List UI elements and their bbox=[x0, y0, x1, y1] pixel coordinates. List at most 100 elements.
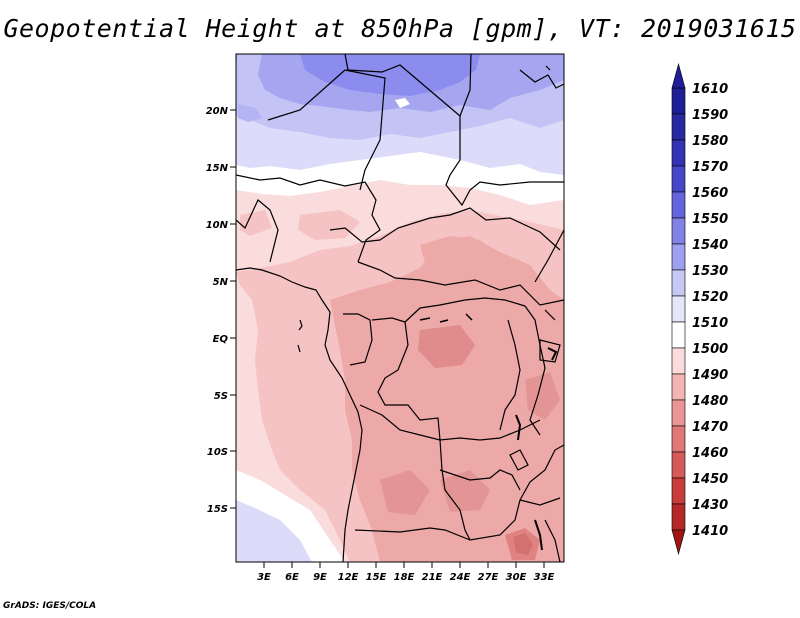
country-borders bbox=[236, 54, 564, 562]
coastline bbox=[545, 65, 551, 71]
border-line bbox=[445, 116, 564, 207]
colorbar-label: 1430 bbox=[692, 498, 728, 513]
border-line bbox=[344, 69, 386, 191]
lon-label: 6E bbox=[285, 572, 299, 583]
lon-label: 21E bbox=[422, 572, 443, 583]
colorbar-label: 1490 bbox=[692, 368, 728, 383]
field-1490-west bbox=[240, 210, 272, 236]
field-1470-spot-e bbox=[440, 470, 490, 512]
border-line bbox=[371, 317, 541, 441]
colorbar-label: 1510 bbox=[692, 316, 728, 331]
border-line bbox=[344, 54, 461, 117]
field-south-blue bbox=[236, 500, 312, 562]
border-line bbox=[357, 261, 564, 306]
lake bbox=[419, 313, 473, 323]
field-1470-spot-d bbox=[380, 470, 430, 515]
lat-label: 10N bbox=[206, 220, 229, 231]
colorbar-label: 1480 bbox=[692, 394, 728, 409]
coastline bbox=[236, 267, 363, 562]
border-line bbox=[236, 174, 381, 263]
lon-label: 3E bbox=[257, 572, 271, 583]
colorbar-segment bbox=[671, 269, 686, 297]
colorbar-label: 1460 bbox=[692, 446, 728, 461]
field-1470-spot-a bbox=[418, 325, 475, 368]
latitude-axis: 20N 15N 10N 5N EQ 5S 10S 15S bbox=[206, 106, 236, 515]
colorbar-label: 1470 bbox=[692, 420, 728, 435]
lon-label: 12E bbox=[338, 572, 359, 583]
colorbar-segment bbox=[671, 165, 686, 193]
colorbar-segment bbox=[671, 477, 686, 505]
colorbar-segment bbox=[671, 217, 686, 245]
colorbar-segment bbox=[671, 373, 686, 401]
colorbar-segment bbox=[671, 399, 686, 427]
border-line bbox=[329, 207, 561, 251]
border-line bbox=[539, 339, 561, 363]
lat-label: 15S bbox=[207, 504, 228, 515]
colorbar-label: 1450 bbox=[692, 472, 728, 487]
colorbar-segment bbox=[671, 503, 686, 531]
colorbar-label: 1610 bbox=[692, 82, 728, 97]
colorbar-segment bbox=[671, 243, 686, 271]
lat-label: 5S bbox=[214, 391, 228, 402]
map-title: Geopotential Height at 850hPa [gpm], VT:… bbox=[3, 14, 797, 43]
colorbar-label: 1580 bbox=[692, 134, 728, 149]
colorbar-segment bbox=[671, 191, 686, 219]
longitude-axis: 3E 6E 9E 12E 15E 18E 21E 24E 27E 30E 33E bbox=[257, 562, 555, 583]
colorbar-label: 1550 bbox=[692, 212, 728, 227]
lat-label: 5N bbox=[213, 277, 229, 288]
lon-label: 18E bbox=[394, 572, 415, 583]
field-1550-band bbox=[300, 54, 480, 96]
lon-label: 33E bbox=[534, 572, 555, 583]
colorbar-label: 1530 bbox=[692, 264, 728, 279]
field-1480-north bbox=[420, 236, 500, 272]
lon-label: 9E bbox=[313, 572, 327, 583]
colorbar-bottom-arrow bbox=[671, 529, 686, 556]
island bbox=[298, 319, 303, 331]
border-line bbox=[524, 305, 546, 436]
border-line bbox=[267, 69, 346, 121]
border-line bbox=[404, 297, 526, 323]
field-1490-patch bbox=[298, 210, 360, 240]
lon-label: 30E bbox=[506, 572, 527, 583]
colorbar: 1610 1590 1580 1570 1560 1550 1540 1530 1520 1510… bbox=[671, 62, 728, 556]
colorbar-segment bbox=[671, 295, 686, 323]
colorbar-segment bbox=[671, 321, 686, 349]
island bbox=[297, 344, 301, 353]
field-1510-band bbox=[236, 152, 564, 205]
field-1470-spot-c bbox=[513, 533, 533, 555]
lon-label: 24E bbox=[450, 572, 471, 583]
border-line bbox=[236, 199, 279, 263]
colorbar-segment bbox=[671, 347, 686, 375]
border-line bbox=[509, 449, 529, 471]
field-1540-spot bbox=[238, 104, 262, 122]
colorbar-label: 1570 bbox=[692, 160, 728, 175]
lat-label: 10S bbox=[207, 447, 228, 458]
colorbar-label: 1500 bbox=[692, 342, 728, 357]
colorbar-top-arrow bbox=[671, 62, 686, 89]
lat-label: 20N bbox=[206, 106, 229, 117]
colorbar-segment bbox=[671, 113, 686, 141]
coastline bbox=[519, 69, 564, 89]
colorbar-label: 1560 bbox=[692, 186, 728, 201]
border-line bbox=[354, 527, 471, 541]
border-line bbox=[534, 229, 564, 283]
lat-label: 15N bbox=[206, 163, 229, 174]
colorbar-label: 1410 bbox=[692, 524, 728, 539]
colorbar-label: 1540 bbox=[692, 238, 728, 253]
colorbar-segment bbox=[671, 139, 686, 167]
border-line bbox=[459, 54, 472, 117]
height-field bbox=[236, 54, 564, 562]
border-line bbox=[439, 469, 521, 491]
lake bbox=[534, 519, 543, 551]
border-line bbox=[519, 444, 564, 501]
lon-label: 15E bbox=[366, 572, 387, 583]
border-line bbox=[359, 404, 521, 541]
lat-label: EQ bbox=[213, 334, 229, 345]
field-white-pocket bbox=[395, 98, 410, 108]
colorbar-segment bbox=[671, 425, 686, 453]
border-line bbox=[544, 309, 556, 321]
border-line bbox=[544, 519, 561, 562]
map-frame bbox=[235, 53, 565, 563]
colorbar-label: 1520 bbox=[692, 290, 728, 305]
